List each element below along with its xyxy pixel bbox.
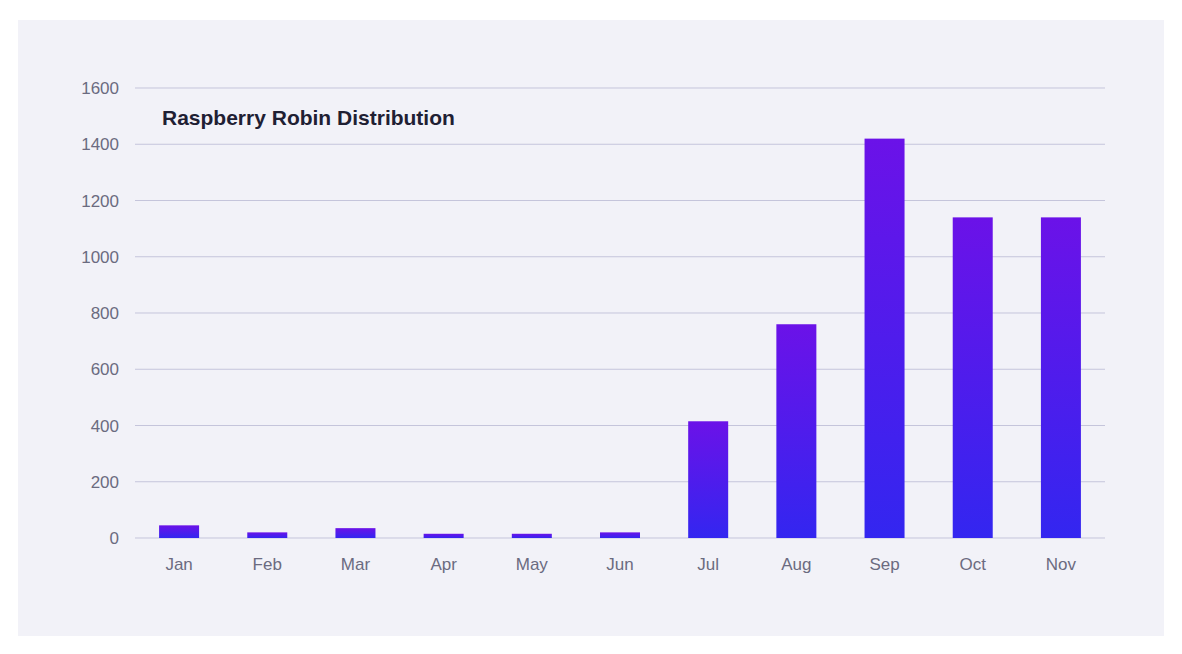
grid-line	[135, 144, 1105, 145]
bar	[159, 525, 199, 538]
y-tick-label: 800	[91, 304, 119, 323]
bar	[953, 217, 993, 538]
y-tick-label: 600	[91, 360, 119, 379]
x-tick-label: Sep	[869, 555, 899, 574]
y-tick-label: 1200	[81, 192, 119, 211]
bar	[1041, 217, 1081, 538]
panel-background	[18, 20, 1164, 636]
x-tick-label: Mar	[341, 555, 371, 574]
bar	[776, 324, 816, 538]
x-tick-label: Jul	[697, 555, 719, 574]
bar	[512, 534, 552, 538]
bar	[688, 421, 728, 538]
y-tick-label: 0	[110, 529, 119, 548]
grid-line	[135, 88, 1105, 89]
chart-title: Raspberry Robin Distribution	[162, 106, 455, 129]
bar	[424, 534, 464, 538]
x-tick-label: May	[516, 555, 549, 574]
chart-root: 0 200 400 600 800 1000 1200 1400 1600 Jan Feb Mar Ap…	[0, 0, 1182, 654]
x-tick-label: Aug	[781, 555, 811, 574]
x-tick-label: Apr	[430, 555, 457, 574]
x-axis: Jan Feb Mar Apr May Jun Jul Aug Sep Oct Nov	[165, 555, 1076, 574]
bar	[335, 528, 375, 538]
y-axis: 0 200 400 600 800 1000 1200 1400 1600	[81, 79, 1105, 548]
bars	[159, 139, 1081, 538]
bar	[247, 532, 287, 538]
x-tick-label: Feb	[253, 555, 282, 574]
x-tick-label: Jun	[606, 555, 633, 574]
y-tick-label: 200	[91, 473, 119, 492]
y-tick-label: 1400	[81, 135, 119, 154]
y-tick-label: 1000	[81, 248, 119, 267]
y-tick-label: 1600	[81, 79, 119, 98]
grid-line	[135, 200, 1105, 201]
x-tick-label: Jan	[165, 555, 192, 574]
chart-svg: 0 200 400 600 800 1000 1200 1400 1600 Jan Feb Mar Ap…	[0, 0, 1182, 654]
y-tick-label: 400	[91, 417, 119, 436]
x-tick-label: Oct	[960, 555, 987, 574]
bar	[600, 532, 640, 538]
bar	[865, 139, 905, 538]
x-tick-label: Nov	[1046, 555, 1077, 574]
